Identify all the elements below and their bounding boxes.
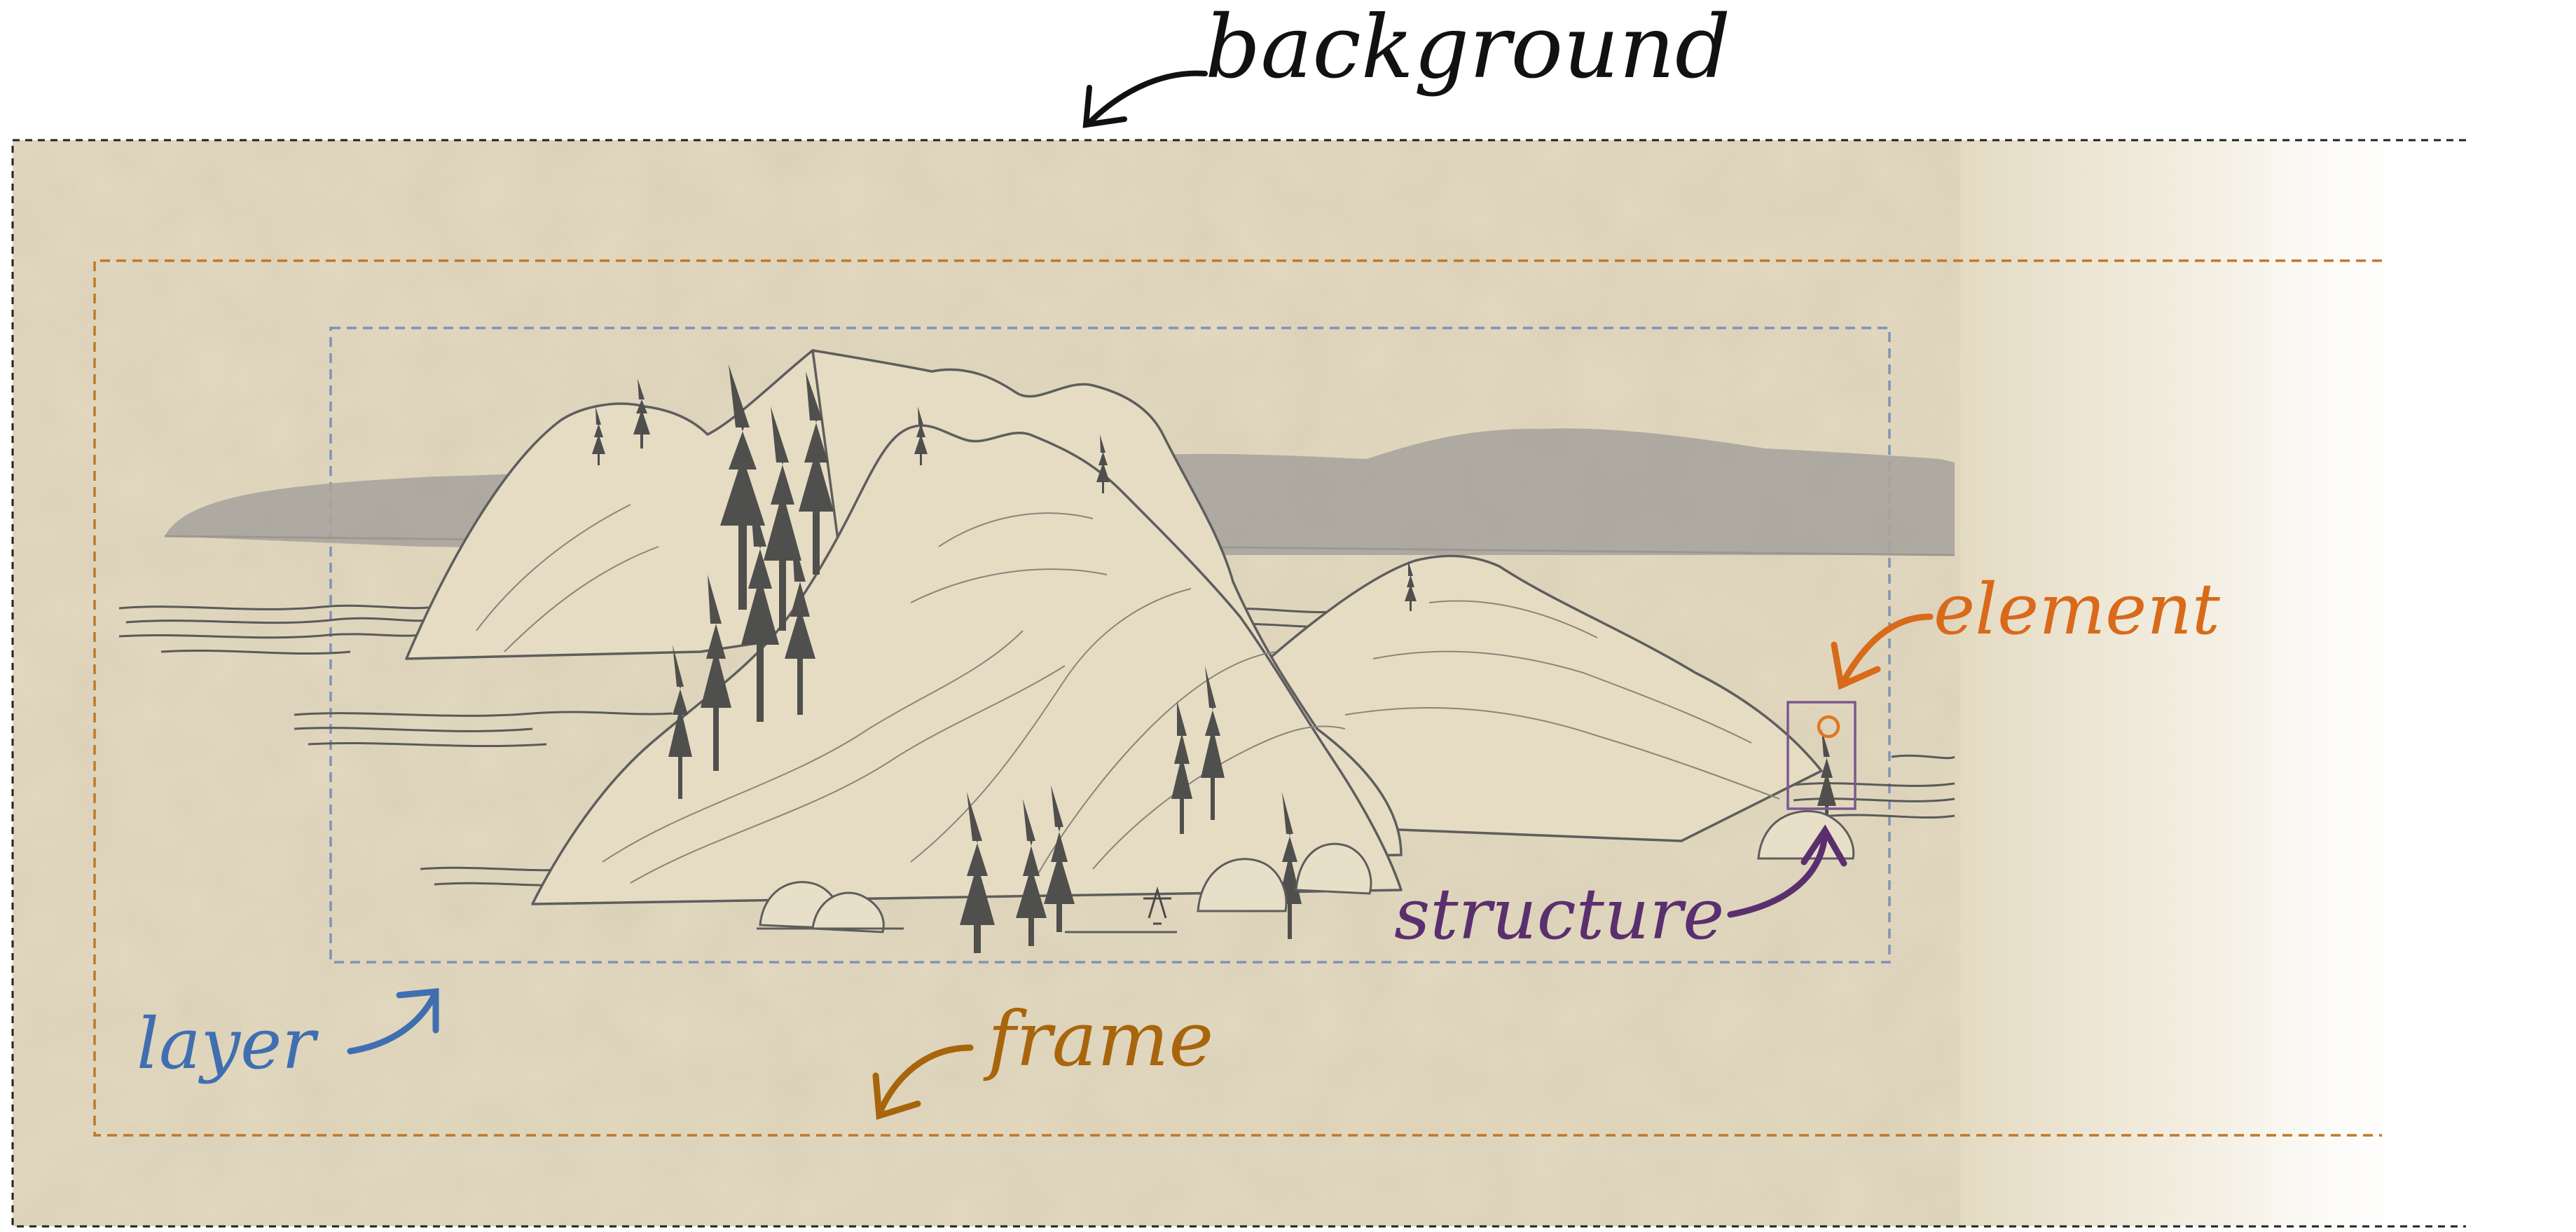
layer-boundary bbox=[329, 327, 1891, 964]
structure-label: structure bbox=[1394, 873, 1725, 955]
background-boundary bbox=[11, 139, 2466, 1228]
frame-boundary bbox=[93, 259, 2382, 1137]
curved-arrow-icon bbox=[347, 988, 439, 1055]
curved-arrow-icon bbox=[1727, 824, 1847, 918]
contour-lines bbox=[476, 504, 1780, 884]
boulders bbox=[757, 810, 1855, 933]
element-highlight bbox=[1817, 715, 1840, 739]
figure bbox=[1143, 886, 1171, 925]
curved-arrow-icon bbox=[1831, 613, 1934, 690]
structure-highlight bbox=[1786, 701, 1857, 810]
layer-label: layer bbox=[137, 1003, 316, 1085]
curved-arrow-icon bbox=[1082, 70, 1208, 128]
curved-arrow-icon bbox=[872, 1044, 974, 1120]
frame-label: frame bbox=[988, 996, 1214, 1083]
trees bbox=[592, 364, 1836, 953]
background-label: background bbox=[1205, 0, 1731, 98]
element-label: element bbox=[1934, 568, 2220, 650]
